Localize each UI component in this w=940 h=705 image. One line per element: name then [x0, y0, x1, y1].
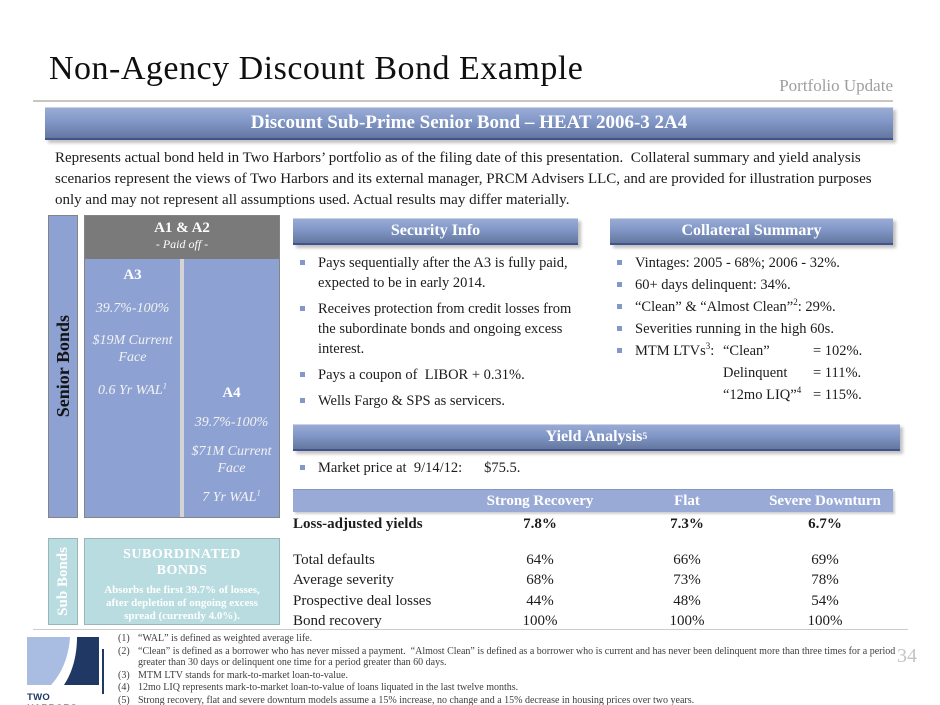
subordinated-bonds-body: Absorbs the first 39.7% of losses, after…: [104, 584, 260, 622]
tranche-a3-face: $19M Current Face: [92, 333, 173, 365]
tranche-a3-title: A3: [123, 267, 142, 283]
two-harbors-logo: TWO HARBORS Investment Corp.: [27, 637, 102, 705]
capital-structure-box: A1 & A2 - Paid off - A3 39.7%-100% $19M …: [84, 215, 280, 518]
security-info-list: Pays sequentially after the A3 is fully …: [293, 253, 588, 417]
bullet-icon: [617, 282, 622, 287]
sub-bonds-bar: Sub Bonds: [48, 538, 78, 625]
page-title: Non-Agency Discount Bond Example: [49, 50, 584, 87]
footnote: (4) 12mo LIQ represents mark-to-market lo…: [118, 682, 519, 693]
list-item: Vintages: 2005 - 68%; 2006 - 32%.: [610, 253, 900, 273]
bullet-icon: [617, 304, 622, 309]
logo-footnote-divider: [102, 649, 104, 694]
mtm-row: Delinquent = 111%.: [723, 365, 862, 381]
col-flat: Flat: [674, 492, 700, 509]
tranche-a4-face: $71M Current Face: [191, 444, 272, 476]
senior-bonds-label: Senior Bonds: [52, 315, 73, 418]
table-row: Total defaults 64% 66% 69%: [293, 551, 839, 568]
list-item: “Clean” & “Almost Clean”2: 29%.: [610, 297, 900, 317]
table-row: Bond recovery 100% 100% 100%: [293, 613, 843, 630]
bond-banner: Discount Sub-Prime Senior Bond – HEAT 20…: [45, 107, 893, 140]
tranche-a4-title: A4: [222, 385, 241, 401]
yield-table-header: Strong Recovery Flat Severe Downturn: [293, 489, 893, 512]
senior-bonds-bar: Senior Bonds: [48, 215, 78, 518]
disclaimer-text: Represents actual bond held in Two Harbo…: [55, 150, 876, 208]
tranche-a3-range: 39.7%-100%: [95, 301, 170, 316]
tranche-a1a2: A1 & A2 - Paid off -: [85, 216, 279, 259]
bullet-icon: [300, 306, 305, 311]
mtm-row: MTM LTVs3: “Clean” = 102%.: [610, 341, 900, 361]
list-item: Severities running in the high 60s.: [610, 319, 900, 339]
tranche-a3: A3 39.7%-100% $19M Current Face 0.6 Yr W…: [85, 259, 180, 517]
tranche-a3-wal: 0.6 Yr WAL1: [97, 380, 168, 398]
footer-divider-line: [33, 629, 908, 630]
bullet-icon: [617, 348, 622, 353]
page-number: 34: [897, 645, 917, 667]
bullet-icon: [300, 372, 305, 377]
tranche-divider: [180, 259, 184, 517]
col-severe-downturn: Severe Downturn: [769, 492, 881, 509]
bullet-icon: [300, 465, 305, 470]
footnotes: (1) “WAL” is defined as weighted average …: [118, 633, 918, 705]
table-row: Loss-adjusted yields 7.8% 7.3% 6.7%: [293, 516, 842, 532]
list-item: 60+ days delinquent: 34%.: [610, 275, 900, 295]
table-row: Average severity 68% 73% 78%: [293, 572, 839, 589]
footnote: (3) MTM LTV stands for mark-to-market loa…: [118, 669, 348, 681]
tranche-a4-wal: 7 Yr WAL1: [202, 487, 261, 505]
tranche-a4-range: 39.7%-100%: [194, 415, 269, 430]
section-label: Portfolio Update: [779, 76, 893, 95]
market-price-line: Market price at 9/14/12: $75.5.: [293, 458, 893, 478]
bullet-icon: [617, 326, 622, 331]
footnote: (1) “WAL” is defined as weighted average …: [118, 633, 313, 644]
collateral-summary-header: Collateral Summary: [610, 218, 893, 245]
list-item: Wells Fargo & SPS as servicers.: [293, 391, 588, 411]
collateral-summary-list: Vintages: 2005 - 68%; 2006 - 32%. 60+ da…: [610, 253, 900, 407]
tranche-a1a2-title: A1 & A2: [154, 220, 210, 236]
list-item-mtm: MTM LTVs3: “Clean” = 102%. Delinquent = …: [610, 341, 900, 405]
logo-wordmark: TWO HARBORS: [27, 692, 77, 705]
footnote: (5) Strong recovery, flat and severe down…: [118, 694, 695, 705]
bullet-icon: [617, 260, 622, 265]
list-item: Pays sequentially after the A3 is fully …: [293, 253, 588, 293]
list-item: Receives protection from credit losses f…: [293, 299, 588, 359]
two-harbors-logo-icon: [27, 637, 99, 685]
sub-bonds-label: Sub Bonds: [54, 547, 71, 616]
table-row: Prospective deal losses 44% 48% 54%: [293, 592, 839, 609]
subordinated-bonds-box: SUBORDINATED BONDS Absorbs the first 39.…: [84, 538, 280, 625]
mtm-row: “12mo LIQ”4 = 115%.: [723, 385, 862, 403]
yield-analysis-header: Yield Analysis 5: [293, 424, 900, 451]
tranche-a4: A4 39.7%-100% $71M Current Face 7 Yr WAL…: [184, 259, 279, 517]
yield-table: Strong Recovery Flat Severe Downturn Los…: [293, 489, 893, 632]
security-info-header: Security Info: [293, 218, 578, 245]
tranche-a1a2-subtitle: - Paid off -: [155, 237, 209, 251]
title-divider: [33, 100, 893, 102]
subordinated-bonds-title: SUBORDINATED BONDS: [123, 547, 241, 578]
bullet-icon: [300, 260, 305, 265]
bullet-icon: [300, 398, 305, 403]
list-item: Pays a coupon of LIBOR + 0.31%.: [293, 365, 588, 385]
col-strong-recovery: Strong Recovery: [486, 492, 594, 509]
footnote: (2) “Clean” is defined as a borrower who …: [118, 645, 898, 669]
